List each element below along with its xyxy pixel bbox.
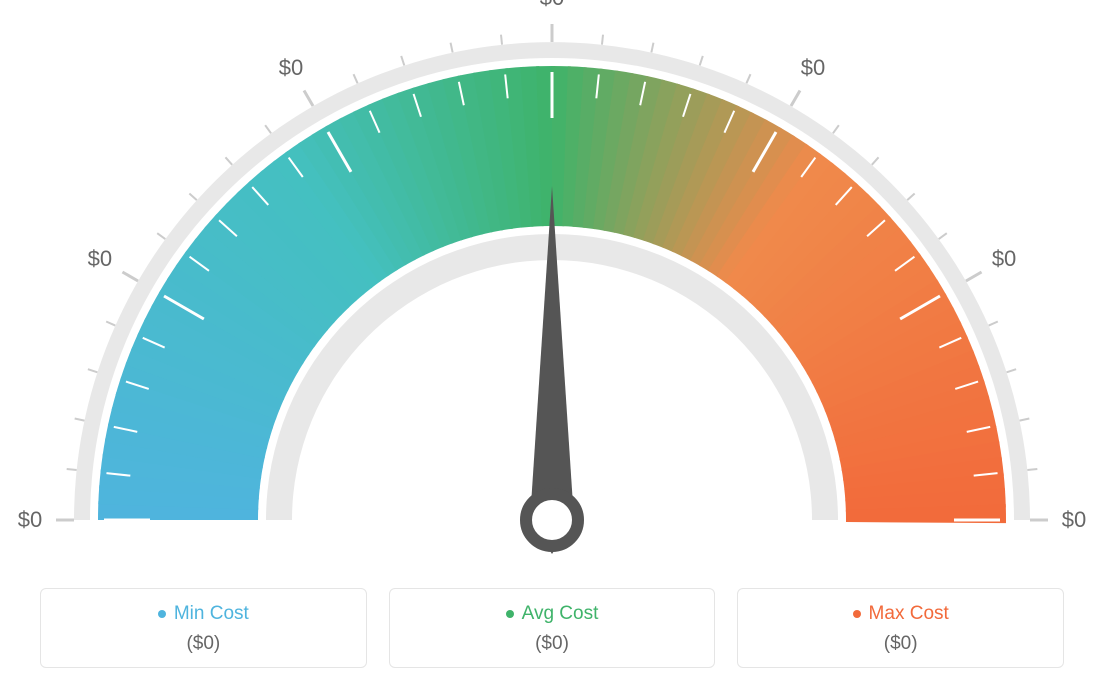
gauge-chart: $0 $0 $0 $0 $0 $0 $0 <box>0 0 1104 560</box>
legend-row: Min Cost ($0) Avg Cost ($0) Max Cost ($0… <box>40 588 1064 668</box>
gauge-tick-label: $0 <box>1062 507 1086 533</box>
legend-value-min: ($0) <box>51 633 356 655</box>
legend-value-avg: ($0) <box>400 633 705 655</box>
legend-card-max: Max Cost ($0) <box>737 588 1064 668</box>
legend-label-min: Min Cost <box>174 603 249 625</box>
gauge-tick-label: $0 <box>801 55 825 81</box>
legend-card-avg: Avg Cost ($0) <box>389 588 716 668</box>
legend-card-min: Min Cost ($0) <box>40 588 367 668</box>
gauge-tick-label: $0 <box>992 246 1016 272</box>
gauge-tick-label: $0 <box>18 507 42 533</box>
legend-dot-min <box>158 610 166 618</box>
legend-dot-avg <box>506 610 514 618</box>
legend-value-max: ($0) <box>748 633 1053 655</box>
gauge-tick-label: $0 <box>279 55 303 81</box>
legend-label-max: Max Cost <box>869 603 949 625</box>
gauge-tick-label: $0 <box>540 0 564 11</box>
gauge-tick-label: $0 <box>88 246 112 272</box>
gauge-svg <box>0 0 1104 560</box>
legend-dot-max <box>853 610 861 618</box>
legend-label-avg: Avg Cost <box>522 603 599 625</box>
